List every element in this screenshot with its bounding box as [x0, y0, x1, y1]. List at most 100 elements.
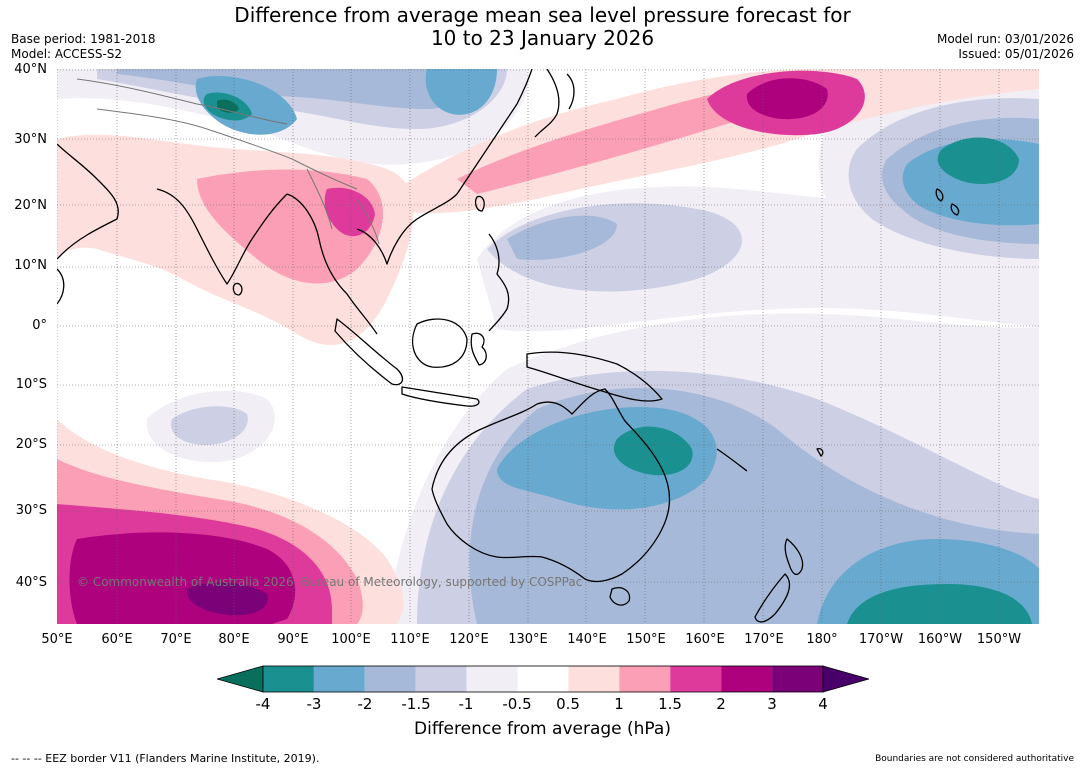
- copyright-notice: © Commonwealth of Australia 2026, Bureau…: [77, 575, 583, 589]
- lon-label-50e: 50°E: [41, 632, 73, 647]
- coastlines: [57, 69, 960, 623]
- lon-label-90e: 90°E: [277, 632, 309, 647]
- lat-label-0: 0°: [32, 318, 47, 333]
- anomaly-region-neg2-japan: [425, 69, 497, 115]
- colorbar-tick: -2: [357, 695, 373, 713]
- title-line-1: Difference from average mean sea level p…: [234, 3, 851, 27]
- border-south-asia: [96, 108, 358, 190]
- colorbar-svg: [215, 665, 871, 693]
- coast-sumatra: [334, 318, 404, 386]
- colorbar-segment: [466, 666, 518, 692]
- coast-tasmania: [609, 587, 631, 606]
- colorbar: [215, 665, 871, 693]
- colorbar-tick: -1.5: [401, 695, 431, 713]
- map-panel: [57, 69, 1039, 624]
- pressure-anomaly-map: [57, 69, 1039, 624]
- lon-label-130e: 130°E: [508, 632, 548, 647]
- lat-label-40n: 40°N: [14, 62, 47, 77]
- colorbar-segment: [721, 666, 773, 692]
- lat-label-30s: 30°S: [15, 503, 47, 518]
- colorbar-tick: 4: [818, 695, 828, 713]
- colorbar-tick: -1: [458, 695, 474, 713]
- coast-australia: [431, 388, 671, 583]
- coast-borneo: [412, 318, 468, 368]
- anomaly-region-pos3-sio: [186, 582, 268, 616]
- anomaly-region-neg15-wpac: [507, 215, 617, 260]
- coast-sulawesi: [470, 332, 487, 366]
- anomaly-region-neg3-sepac: [847, 584, 1032, 624]
- colorbar-segment: [364, 666, 416, 692]
- colorbar-segment: [670, 666, 722, 692]
- colorbar-tick: -0.5: [502, 695, 532, 713]
- meta-right: Model run: 03/01/2026 Issued: 05/01/2026: [937, 32, 1074, 62]
- coast-china: [456, 69, 533, 195]
- colorbar-tick: 1: [614, 695, 624, 713]
- border-indochina: [306, 168, 380, 245]
- lon-label-150e: 150°E: [626, 632, 666, 647]
- colorbar-segment: [313, 666, 365, 692]
- boundaries-disclaimer: Boundaries are not considered authoritat…: [875, 754, 1074, 764]
- colorbar-tick: -3: [306, 695, 322, 713]
- title-line-2: 10 to 23 January 2026: [430, 26, 655, 50]
- coast-srilanka: [232, 282, 243, 296]
- lon-label-70e: 70°E: [160, 632, 192, 647]
- coast-philippines: [488, 233, 510, 332]
- colorbar-tick: 0.5: [556, 695, 580, 713]
- lon-label-150w: 150°W: [976, 632, 1022, 647]
- lon-label-110e: 110°E: [390, 632, 430, 647]
- anomaly-region-neg1-io-blob: [171, 406, 248, 445]
- issued-date: Issued: 05/01/2026: [958, 47, 1074, 61]
- coast-arabia: [57, 143, 119, 260]
- colorbar-over-triangle: [822, 665, 871, 693]
- model-run: Model run: 03/01/2026: [936, 32, 1074, 46]
- coast-nz-south: [754, 573, 791, 623]
- colorbar-segment: [415, 666, 467, 692]
- coast-newguinea: [526, 351, 663, 402]
- colorbar-under-triangle: [215, 665, 264, 693]
- meta-left: Base period: 1981-2018 Model: ACCESS-S2: [11, 32, 156, 62]
- coast-hawaii: [935, 188, 960, 216]
- model-name: Model: ACCESS-S2: [11, 47, 123, 61]
- anomaly-region-neg3-npac: [937, 137, 1019, 185]
- coast-java: [401, 386, 480, 407]
- colorbar-segment: [263, 666, 314, 692]
- colorbar-segment: [772, 666, 823, 692]
- colorbar-segment: [568, 666, 620, 692]
- colorbar-segment: [619, 666, 671, 692]
- colorbar-frame: [262, 665, 824, 693]
- lon-label-160e: 160°E: [685, 632, 725, 647]
- coast-taiwan: [475, 195, 485, 212]
- coast-newcaledonia: [716, 448, 748, 472]
- anomaly-region-pos15-indochina: [324, 187, 375, 237]
- border-central-asia: [76, 78, 288, 125]
- colorbar-tick: 3: [767, 695, 777, 713]
- lon-label-170w: 170°W: [858, 632, 904, 647]
- colorbar-label: Difference from average (hPa): [414, 719, 671, 739]
- lon-label-100e: 100°E: [331, 632, 371, 647]
- lat-label-20s: 20°S: [15, 437, 47, 452]
- coast-nz-north: [784, 538, 804, 576]
- coast-indochina: [286, 193, 458, 335]
- colorbar-segment: [517, 666, 569, 692]
- lat-label-40s: 40°S: [15, 575, 47, 590]
- anomaly-region-pos2-npac: [746, 78, 828, 120]
- coast-india: [156, 188, 288, 285]
- coast-africa-horn: [57, 268, 65, 305]
- colorbar-tick: 2: [716, 695, 726, 713]
- graticule: [57, 69, 1039, 624]
- coast-japan: [534, 69, 575, 138]
- lat-label-10n: 10°N: [14, 258, 47, 273]
- base-period: Base period: 1981-2018: [11, 32, 156, 46]
- lon-label-120e: 120°E: [449, 632, 489, 647]
- lon-label-140e: 140°E: [567, 632, 607, 647]
- anomaly-region-pos05-npac-band: [397, 69, 1039, 214]
- lat-label-10s: 10°S: [15, 377, 47, 392]
- colorbar-tick: 1.5: [658, 695, 682, 713]
- lat-label-30n: 30°N: [14, 132, 47, 147]
- lat-label-20n: 20°N: [14, 198, 47, 213]
- lon-label-180: 180°: [806, 632, 838, 647]
- lon-label-170e: 170°E: [744, 632, 784, 647]
- eez-legend: -- -- -- EEZ border V11 (Flanders Marine…: [11, 752, 320, 765]
- country-borders: [76, 78, 380, 245]
- anomaly-region-neg3-australia: [613, 426, 693, 476]
